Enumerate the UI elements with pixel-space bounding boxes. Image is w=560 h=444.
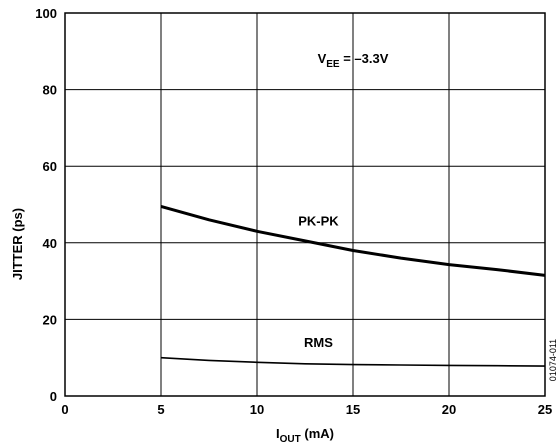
y-tick-label: 20 — [43, 312, 57, 327]
vee-annotation: VEE = –3.3V — [318, 51, 389, 70]
x-tick-label: 10 — [250, 402, 264, 417]
y-tick-label: 80 — [43, 83, 57, 98]
x-tick-label: 25 — [538, 402, 552, 417]
series-line-pk-pk — [160, 204, 546, 277]
figure-id: 01074-011 — [548, 339, 558, 381]
plot-frame — [64, 12, 546, 397]
series-label: PK-PK — [298, 214, 339, 229]
x-tick-label: 5 — [157, 402, 164, 417]
series-label: RMS — [304, 335, 333, 350]
x-tick-label: 0 — [61, 402, 68, 417]
x-axis-title: IOUT (mA) — [276, 426, 334, 444]
x-tick-label: 20 — [442, 402, 456, 417]
y-axis-title: JITTER (ps) — [10, 208, 25, 280]
x-tick-labels: 0 5 10 15 20 25 — [61, 402, 552, 417]
series-lines — [160, 204, 546, 367]
y-tick-label: 60 — [43, 159, 57, 174]
series-labels: PK-PK RMS — [298, 214, 339, 350]
series-line-rms — [160, 356, 546, 367]
x-tick-label: 15 — [346, 402, 360, 417]
y-tick-label: 40 — [43, 236, 57, 251]
grid — [65, 13, 545, 396]
y-tick-label: 0 — [50, 389, 57, 404]
y-tick-label: 100 — [35, 6, 57, 21]
y-tick-labels: 0 20 40 60 80 100 — [35, 6, 57, 404]
